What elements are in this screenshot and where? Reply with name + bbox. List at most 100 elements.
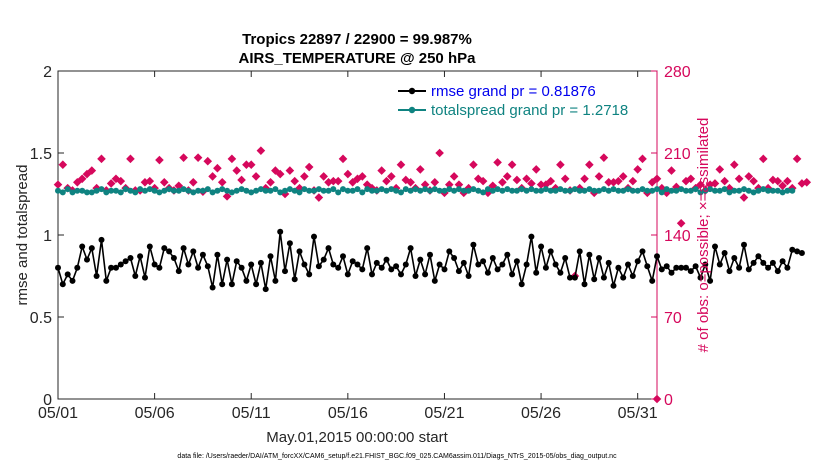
totalspread-point <box>600 186 607 193</box>
totalspread-point <box>779 189 786 196</box>
totalspread-point <box>591 187 598 194</box>
totalspread-point <box>721 186 728 193</box>
legend-label-rmse: rmse grand pr = 0.81876 <box>431 83 596 100</box>
obs-count-point <box>478 176 488 186</box>
totalspread-point <box>315 186 322 193</box>
rmse-point <box>127 255 134 261</box>
totalspread-point <box>190 189 197 196</box>
rmse-point <box>591 276 598 283</box>
obs-count-point <box>681 176 691 186</box>
rmse-point <box>248 261 255 268</box>
totalspread-point <box>489 187 496 194</box>
rmse-point <box>59 281 66 288</box>
rmse-point <box>151 261 158 268</box>
totalspread-point <box>465 187 472 194</box>
obs-count-point <box>469 160 478 170</box>
rmse-point <box>774 268 781 275</box>
obs-count-point <box>792 154 802 164</box>
obs-count-point <box>217 177 227 187</box>
rmse-point <box>320 256 327 263</box>
totalspread-point <box>567 187 573 194</box>
obs-count-point <box>536 180 546 189</box>
totalspread-point <box>422 186 429 193</box>
rmse-point <box>296 248 303 255</box>
rmse-point <box>673 264 680 271</box>
totalspread-point <box>340 186 346 193</box>
totalspread-point <box>509 187 516 194</box>
rmse-point <box>209 284 216 291</box>
totalspread-point <box>228 189 235 196</box>
rmse-point <box>267 253 274 260</box>
rmse-point <box>306 271 313 278</box>
rmse-point <box>98 236 105 243</box>
totalspread-point <box>427 187 433 194</box>
obs-count-point <box>720 176 729 186</box>
obs-count-point <box>614 176 623 186</box>
rmse-point <box>436 261 443 268</box>
rmse-point <box>784 264 791 271</box>
totalspread-point <box>504 186 511 193</box>
rmse-point <box>600 274 607 281</box>
totalspread-point <box>388 186 395 193</box>
rmse-point <box>74 264 81 271</box>
rmse-point <box>678 264 685 271</box>
totalspread-point <box>470 186 477 193</box>
rmse-point <box>484 269 491 276</box>
rmse-point <box>692 263 699 270</box>
totalspread-point <box>146 186 153 193</box>
totalspread-point <box>789 187 796 194</box>
totalspread-point <box>697 189 704 196</box>
rmse-point <box>455 268 462 275</box>
rmse-point <box>745 266 752 273</box>
obs-count-point <box>609 177 618 187</box>
y-right-tick-label: 280 <box>664 64 691 81</box>
totalspread-point <box>238 186 245 193</box>
obs-count-point <box>285 166 295 175</box>
x-tick-label: 05/21 <box>424 405 464 422</box>
rmse-point <box>69 277 76 284</box>
rmse-point <box>741 241 747 248</box>
rmse-point <box>721 250 728 256</box>
obs-count-point <box>159 177 169 187</box>
totalspread-point <box>620 187 627 194</box>
rmse-point <box>697 274 704 281</box>
obs-count-point <box>599 153 609 162</box>
totalspread-point <box>538 187 545 194</box>
y-left-tick-label: 0.5 <box>30 310 52 327</box>
rmse-point <box>658 266 665 273</box>
rmse-point <box>789 246 796 253</box>
rmse-point <box>412 273 419 279</box>
rmse-point <box>460 259 467 266</box>
obs-count-point <box>304 162 314 172</box>
right-y-axis: 0 70 140 210 280 <box>651 64 691 409</box>
obs-count-point <box>729 160 739 170</box>
totalspread-point <box>750 189 757 196</box>
obs-count-point <box>256 146 266 155</box>
rmse-point <box>175 268 182 275</box>
obs-count-point <box>498 177 507 187</box>
x-tick-label: 05/16 <box>328 405 368 422</box>
totalspread-point <box>562 187 569 194</box>
rmse-point <box>547 248 554 255</box>
obs-count-point <box>126 154 135 164</box>
totalspread-point <box>180 186 187 193</box>
totalspread-point <box>774 187 781 194</box>
totalspread-point <box>547 187 554 194</box>
obs-count-point <box>251 172 261 181</box>
rmse-point <box>465 273 472 279</box>
legend-marker-rmse <box>408 87 416 95</box>
obs-count-point <box>715 165 725 174</box>
obs-count-point <box>145 176 155 186</box>
totalspread-point <box>354 186 361 193</box>
totalspread-point <box>122 186 129 193</box>
rmse-point <box>668 269 675 276</box>
obs-count-point <box>628 176 638 186</box>
rmse-point <box>243 277 250 284</box>
rmse-point <box>340 253 346 260</box>
obs-count-point <box>638 154 647 164</box>
obs-count-point <box>507 160 517 170</box>
totalspread-point <box>615 187 622 194</box>
obs-count-point <box>266 177 275 187</box>
totalspread-point <box>769 187 776 194</box>
obs-count-point <box>580 174 589 184</box>
